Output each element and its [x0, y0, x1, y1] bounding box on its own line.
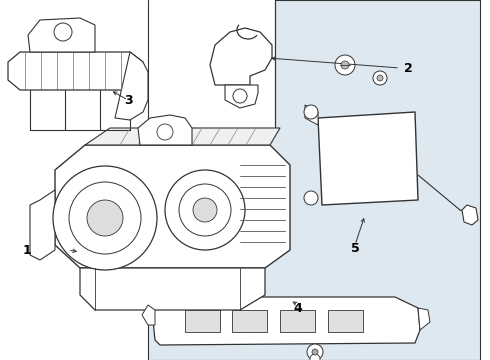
Circle shape [377, 75, 383, 81]
Circle shape [373, 71, 387, 85]
Polygon shape [418, 308, 430, 330]
Circle shape [179, 184, 231, 236]
Text: 4: 4 [294, 302, 302, 315]
Polygon shape [55, 145, 290, 268]
Text: 2: 2 [404, 62, 413, 75]
Text: 3: 3 [123, 94, 132, 107]
Polygon shape [148, 0, 275, 130]
Circle shape [312, 349, 318, 355]
Circle shape [335, 55, 355, 75]
Polygon shape [80, 268, 265, 310]
Polygon shape [225, 85, 258, 108]
Text: 5: 5 [351, 242, 359, 255]
Polygon shape [305, 105, 318, 125]
Circle shape [310, 354, 320, 360]
Circle shape [54, 23, 72, 41]
Polygon shape [142, 305, 155, 325]
Circle shape [165, 170, 245, 250]
Circle shape [307, 344, 323, 360]
Polygon shape [210, 28, 272, 85]
Polygon shape [138, 115, 192, 145]
Circle shape [304, 105, 318, 119]
Circle shape [69, 182, 141, 254]
Circle shape [157, 124, 173, 140]
Polygon shape [152, 297, 420, 345]
Polygon shape [30, 190, 55, 260]
Circle shape [304, 191, 318, 205]
Polygon shape [28, 18, 95, 52]
Polygon shape [85, 128, 280, 145]
Polygon shape [462, 205, 478, 225]
Bar [280, 310, 315, 332]
Polygon shape [148, 0, 480, 360]
Bar [328, 310, 363, 332]
Text: 1: 1 [23, 243, 31, 257]
Bar [232, 310, 267, 332]
Circle shape [341, 61, 349, 69]
Polygon shape [8, 52, 143, 90]
Circle shape [53, 166, 157, 270]
Circle shape [193, 198, 217, 222]
Polygon shape [115, 52, 148, 120]
Polygon shape [318, 112, 418, 205]
Bar [185, 310, 220, 332]
Circle shape [233, 89, 247, 103]
Circle shape [87, 200, 123, 236]
